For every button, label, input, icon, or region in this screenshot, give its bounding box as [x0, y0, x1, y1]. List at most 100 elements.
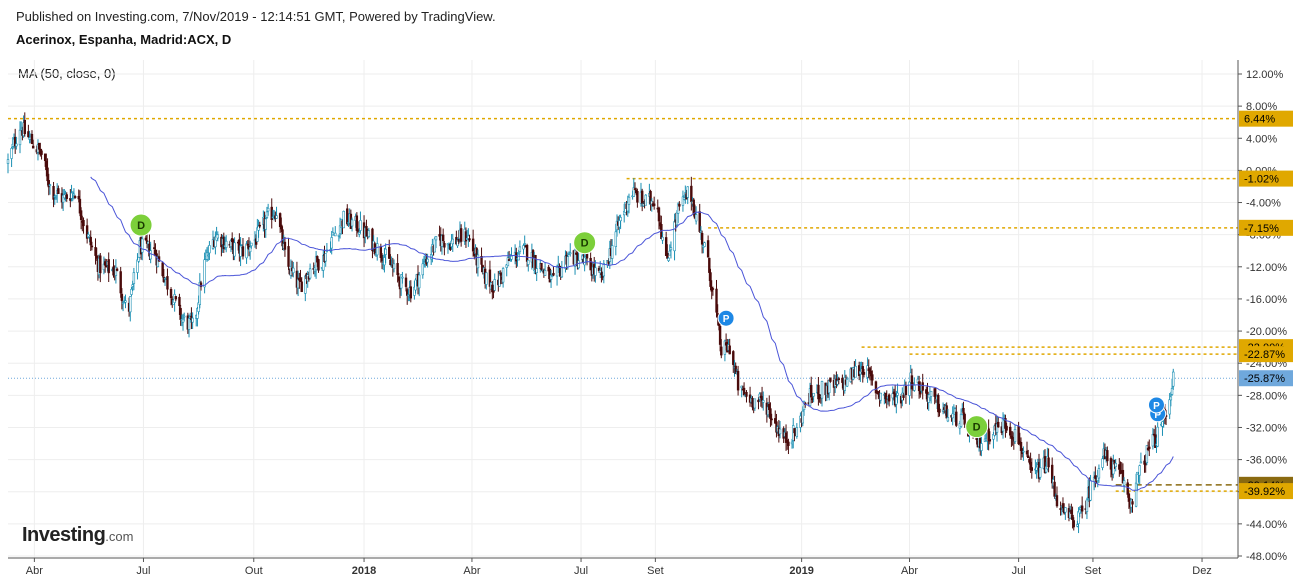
candle-body — [383, 257, 386, 266]
candle-body — [507, 259, 511, 261]
candle-body — [1017, 426, 1020, 445]
candle-body — [191, 317, 194, 323]
candle-body — [250, 242, 253, 247]
candle-body — [913, 385, 916, 391]
candle-body — [818, 396, 821, 399]
candle-body — [669, 247, 673, 251]
candle-body — [715, 288, 718, 313]
candle-body — [877, 391, 880, 395]
candle-body — [661, 236, 664, 241]
candle-body — [1085, 499, 1089, 512]
candle-body — [241, 246, 245, 257]
candle-body — [1076, 524, 1079, 527]
investing-logo: Investing.com — [22, 524, 133, 547]
candle-body — [1118, 464, 1121, 470]
candle-body — [359, 220, 362, 231]
candle-body — [896, 392, 899, 396]
candle-body — [962, 407, 965, 414]
candle-body — [1168, 399, 1171, 415]
candle-body — [257, 225, 260, 231]
candle-body — [904, 385, 908, 395]
candle-body — [114, 266, 118, 276]
candle-body — [72, 193, 76, 196]
candle-body — [187, 318, 191, 330]
candle-body — [94, 247, 97, 256]
candle-body — [690, 185, 693, 202]
candle-body — [829, 377, 832, 382]
candle-body — [879, 392, 882, 401]
candle-body — [1047, 457, 1050, 468]
y-tick-label: -16.00% — [1246, 294, 1287, 306]
candle-body — [1028, 459, 1031, 463]
candle-body — [866, 365, 869, 378]
candle-body — [566, 256, 570, 268]
candle-body — [627, 196, 631, 205]
candle-body — [535, 268, 538, 273]
candle-body — [817, 384, 820, 400]
candle-body — [115, 268, 119, 271]
candle-body — [706, 240, 710, 258]
candle-body — [71, 192, 74, 194]
candle-body — [350, 219, 354, 227]
candle-body — [787, 441, 790, 446]
candle-body — [523, 243, 526, 245]
x-tick-label: Jul — [136, 565, 150, 577]
candle-body — [1055, 495, 1059, 507]
candle-body — [358, 232, 361, 235]
candle-body — [317, 259, 320, 271]
x-tick-label: Jul — [574, 565, 588, 577]
candle-body — [95, 255, 98, 259]
candle-body — [988, 439, 992, 442]
candle-body — [728, 345, 731, 355]
candle-body — [951, 413, 954, 419]
candle-body — [246, 243, 249, 246]
candle-body — [181, 318, 185, 323]
candle-body — [745, 392, 748, 397]
candle-body — [493, 279, 496, 291]
candle-body — [945, 405, 948, 419]
logo-domain: .com — [105, 529, 134, 544]
candle-body — [198, 282, 202, 305]
candle-body — [980, 443, 983, 451]
candle-body — [506, 257, 510, 267]
candle-body — [37, 142, 41, 150]
level-label-bg — [1239, 370, 1293, 387]
candle-body — [1101, 458, 1104, 468]
level-lines — [8, 117, 1238, 492]
candle-body — [1077, 511, 1080, 524]
level-label: -25.87% — [1244, 373, 1285, 385]
candle-body — [1156, 426, 1159, 447]
candle-body — [938, 408, 941, 413]
candle-body — [551, 275, 554, 277]
candle-body — [518, 246, 522, 252]
candle-body — [585, 253, 589, 259]
candle-body — [1106, 450, 1109, 462]
candle-body — [299, 278, 302, 282]
dividend-marker — [573, 231, 597, 255]
candle-body — [795, 427, 799, 437]
candle-body — [709, 272, 712, 287]
candle-body — [1078, 509, 1081, 514]
candle-body — [6, 159, 10, 164]
candle-body — [1005, 425, 1008, 431]
candle-body — [342, 210, 345, 229]
candle-body — [459, 228, 463, 242]
candle-body — [169, 289, 173, 299]
marker-label: P — [1154, 410, 1161, 421]
marker-label: P — [1153, 401, 1160, 412]
candle-body — [129, 296, 132, 313]
candle-body — [1030, 467, 1034, 471]
marker-label: D — [581, 238, 589, 250]
candle-body — [433, 238, 436, 253]
candle-body — [619, 217, 622, 222]
candle-body — [1144, 463, 1147, 466]
candle-body — [82, 220, 85, 227]
candle-body — [15, 143, 18, 147]
candle-body — [910, 375, 914, 390]
candle-body — [540, 262, 543, 270]
candle-body — [1072, 520, 1075, 528]
candle-body — [417, 274, 421, 289]
candle-body — [666, 252, 669, 259]
candle-body — [153, 247, 156, 249]
